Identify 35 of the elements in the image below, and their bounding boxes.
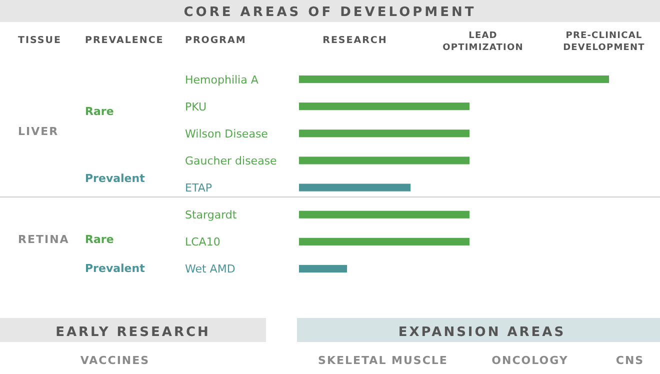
y-tick-label: PKU [185, 100, 207, 114]
y-tick-label: Wet AMD [185, 262, 236, 276]
text: LIVER [18, 125, 59, 138]
text: Prevalent [85, 262, 145, 275]
bar [299, 156, 470, 164]
text: Rare [85, 105, 114, 118]
text: LEAD OPTIMIZATION [442, 31, 524, 53]
text: Rare [85, 233, 114, 246]
bar [299, 75, 609, 84]
y-tick-label: ETAP [185, 182, 212, 195]
y-tick-label: Wilson Disease [185, 127, 268, 140]
text: RESEARCH [322, 35, 388, 46]
text: VACCINES [80, 354, 150, 367]
chart-title: CORE AREAS OF DEVELOPMENT [184, 5, 476, 20]
text: PROGRAM [185, 35, 246, 46]
text: Prevalent [85, 172, 145, 185]
y-tick-label: Stargardt [185, 208, 238, 222]
y-tick-label: LCA10 [185, 236, 220, 249]
text: EARLY RESEARCH [56, 325, 210, 340]
bar [299, 264, 348, 273]
text: EXPANSION AREAS [398, 325, 566, 340]
text: PRE-CLINICAL DEVELOPMENT [563, 31, 646, 53]
text: PREVALENCE [85, 35, 164, 46]
bar [299, 238, 470, 246]
y-tick-label: Gaucher disease [185, 154, 278, 168]
text: TISSUE [18, 35, 62, 46]
text: CNS [616, 354, 644, 367]
text: ONCOLOGY [492, 354, 568, 367]
bar [299, 184, 411, 192]
text: SKELETAL MUSCLE [318, 354, 448, 367]
y-tick-label: Hemophilia A [185, 73, 259, 86]
bar [299, 210, 470, 218]
text: RETINA [18, 233, 70, 246]
bar [299, 130, 470, 138]
bar [299, 102, 470, 110]
